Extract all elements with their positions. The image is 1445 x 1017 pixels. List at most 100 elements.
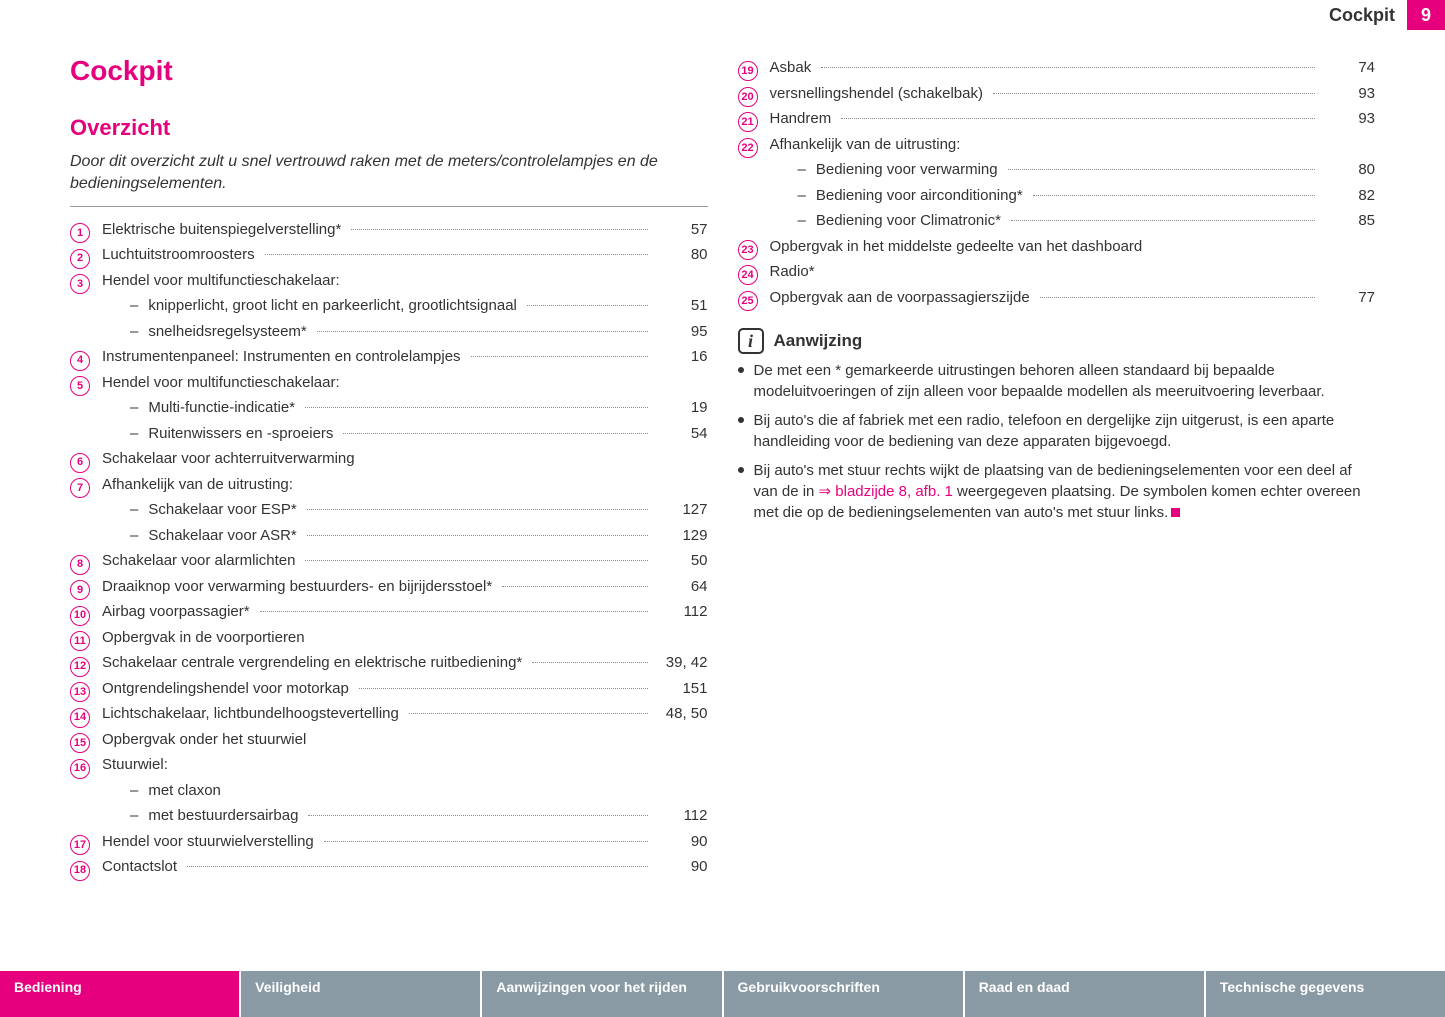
toc-label: Opbergvak in het middelste gedeelte van …: [770, 234, 1143, 260]
note-bullet: De met een * gemarkeerde uitrustingen be…: [738, 360, 1376, 402]
toc-row: –met claxon: [70, 778, 708, 804]
dot-leader: [260, 611, 648, 612]
dot-leader: [532, 662, 647, 663]
item-number-circle: 13: [70, 682, 90, 702]
running-header: Cockpit 9: [1329, 0, 1445, 30]
toc-row: 2Luchtuitstroomroosters80: [70, 242, 708, 268]
note-title: Aanwijzing: [774, 331, 863, 351]
toc-label: Schakelaar voor ASR*: [148, 523, 296, 549]
page-title: Cockpit: [70, 55, 708, 87]
note-bullet-text: Bij auto's die af fabriek met een radio,…: [754, 410, 1376, 452]
dot-leader: [841, 118, 1315, 119]
toc-page: 95: [658, 319, 708, 345]
end-mark-icon: [1171, 508, 1180, 517]
toc-label: Stuurwiel:: [102, 752, 168, 778]
toc-label: Opbergvak onder het stuurwiel: [102, 727, 306, 753]
toc-label: Hendel voor stuurwielverstelling: [102, 829, 314, 855]
note-bullet-text: Bij auto's met stuur rechts wijkt de pla…: [754, 460, 1376, 523]
toc-label: Elektrische buitenspiegelverstelling*: [102, 217, 341, 243]
cross-reference-link[interactable]: ⇒ bladzijde 8, afb. 1: [819, 483, 953, 500]
item-number-circle: 14: [70, 708, 90, 728]
toc-row: –Bediening voor verwarming80: [738, 157, 1376, 183]
toc-page: 151: [658, 676, 708, 702]
toc-page: 77: [1325, 285, 1375, 311]
toc-row: 1 Elektrische buitenspiegelverstelling* 57: [70, 217, 708, 243]
toc-row: –knipperlicht, groot licht en parkeerlic…: [70, 293, 708, 319]
dot-leader: [502, 586, 647, 587]
item-number-circle: 18: [70, 861, 90, 881]
toc-label: Draaiknop voor verwarming bestuurders- e…: [102, 574, 492, 600]
bullet-dot-icon: [738, 417, 744, 423]
info-icon: i: [738, 328, 764, 354]
item-number-circle: 7: [70, 478, 90, 498]
toc-label: Afhankelijk van de uitrusting:: [770, 132, 961, 158]
dot-leader: [307, 509, 648, 510]
sub-dash: –: [122, 319, 138, 345]
toc-row: –Schakelaar voor ESP*127: [70, 497, 708, 523]
sub-dash: –: [122, 421, 138, 447]
footer-tab[interactable]: Bediening: [0, 971, 241, 1017]
toc-page: 54: [658, 421, 708, 447]
right-column: 19Asbak7420versnellingshendel (schakelba…: [738, 55, 1376, 947]
toc-label: met bestuurdersairbag: [148, 803, 298, 829]
note-bullet-text: De met een * gemarkeerde uitrustingen be…: [754, 360, 1376, 402]
dot-leader: [359, 688, 648, 689]
sub-dash: –: [790, 208, 806, 234]
sub-dash: –: [790, 183, 806, 209]
page-content: Cockpit Overzicht Door dit overzicht zul…: [70, 55, 1375, 947]
toc-row: 21Handrem93: [738, 106, 1376, 132]
footer-tab[interactable]: Veiligheid: [241, 971, 482, 1017]
sub-dash: –: [122, 523, 138, 549]
toc-row: 23 Opbergvak in het middelste gedeelte va…: [738, 234, 1376, 260]
section-title: Overzicht: [70, 115, 708, 141]
toc-page: 57: [658, 217, 708, 243]
item-number-circle: 4: [70, 351, 90, 371]
toc-label: Asbak: [770, 55, 812, 81]
toc-page: 80: [658, 242, 708, 268]
dot-leader: [305, 560, 647, 561]
toc-row: 25Opbergvak aan de voorpassagierszijde77: [738, 285, 1376, 311]
toc-row: 18Contactslot90: [70, 854, 708, 880]
dot-leader: [821, 67, 1315, 68]
item-number-circle: 5: [70, 376, 90, 396]
toc-label: Bediening voor verwarming: [816, 157, 998, 183]
note-bullets: De met een * gemarkeerde uitrustingen be…: [738, 360, 1376, 523]
dot-leader: [308, 815, 647, 816]
footer-tab[interactable]: Gebruikvoorschriften: [724, 971, 965, 1017]
toc-label: Schakelaar voor ESP*: [148, 497, 296, 523]
left-toc-list: 1Elektrische buitenspiegelverstelling*57…: [70, 217, 708, 880]
toc-label: Schakelaar centrale vergrendeling en ele…: [102, 650, 522, 676]
toc-label: versnellingshendel (schakelbak): [770, 81, 983, 107]
toc-row: 24Radio*: [738, 259, 1376, 285]
toc-label: Airbag voorpassagier*: [102, 599, 250, 625]
toc-label: Handrem: [770, 106, 832, 132]
intro-text: Door dit overzicht zult u snel vertrouwd…: [70, 151, 708, 207]
footer-tab[interactable]: Raad en daad: [965, 971, 1206, 1017]
note-bullet: Bij auto's die af fabriek met een radio,…: [738, 410, 1376, 452]
header-page-number: 9: [1407, 0, 1445, 30]
toc-page: 90: [658, 854, 708, 880]
header-section-name: Cockpit: [1329, 5, 1407, 26]
toc-label: Radio*: [770, 259, 815, 285]
toc-label: Ontgrendelingshendel voor motorkap: [102, 676, 349, 702]
item-number-circle: 23: [738, 240, 758, 260]
dot-leader: [1011, 220, 1315, 221]
right-toc-list: 19Asbak7420versnellingshendel (schakelba…: [738, 55, 1376, 310]
item-number-circle: 20: [738, 87, 758, 107]
toc-row: 10Airbag voorpassagier*112: [70, 599, 708, 625]
item-number-circle: 9: [70, 580, 90, 600]
dot-leader: [317, 331, 648, 332]
toc-row: 15Opbergvak onder het stuurwiel: [70, 727, 708, 753]
sub-dash: –: [790, 157, 806, 183]
toc-row: 3Hendel voor multifunctieschakelaar:: [70, 268, 708, 294]
footer-tab[interactable]: Technische gegevens: [1206, 971, 1445, 1017]
toc-page: 64: [658, 574, 708, 600]
dot-leader: [993, 93, 1315, 94]
left-column: Cockpit Overzicht Door dit overzicht zul…: [70, 55, 708, 947]
item-number-circle: 21: [738, 112, 758, 132]
toc-page: 51: [658, 293, 708, 319]
toc-row: 5Hendel voor multifunctieschakelaar:: [70, 370, 708, 396]
item-number-circle: 1: [70, 223, 90, 243]
dot-leader: [527, 305, 648, 306]
footer-tab[interactable]: Aanwijzingen voor het rijden: [482, 971, 723, 1017]
